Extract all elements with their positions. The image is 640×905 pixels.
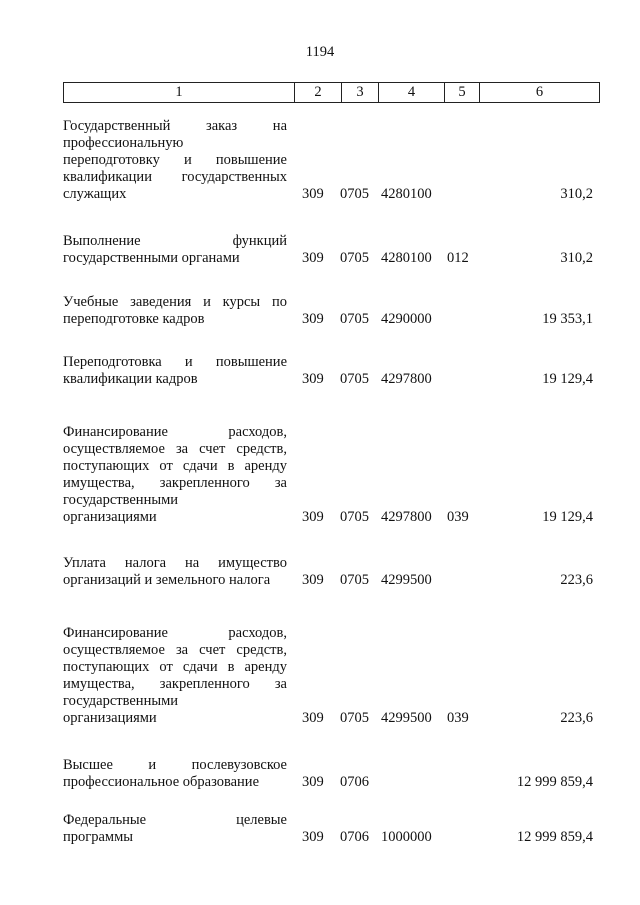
- description-line: Уплата налога на имущество: [63, 555, 287, 571]
- cell-c3: 0705: [340, 186, 369, 202]
- table-header: 1 2 3 4 5 6: [63, 82, 600, 103]
- description-line: поступающих от сдачи в аренду: [63, 458, 287, 474]
- row-description: Переподготовка и повышение квалификации к…: [63, 354, 287, 388]
- cell-c2: 309: [302, 774, 324, 790]
- description-line: Федеральные целевые: [63, 812, 287, 828]
- cell-c3: 0705: [340, 311, 369, 327]
- header-col-2: 2: [295, 83, 342, 102]
- row-description: Учебные заведения и курсы по переподготов…: [63, 294, 287, 328]
- description-line: государственными: [63, 693, 179, 709]
- page-number: 1194: [305, 44, 335, 60]
- cell-c3: 0705: [340, 250, 369, 266]
- description-line: поступающих от сдачи в аренду: [63, 659, 287, 675]
- table-row: Переподготовка и повышение квалификации к…: [63, 354, 603, 388]
- cell-c4: 4297800: [381, 509, 432, 525]
- row-description: Финансирование расходов, осуществляемое з…: [63, 424, 287, 526]
- table-row: Учебные заведения и курсы по переподготов…: [63, 294, 603, 328]
- header-col-1: 1: [64, 83, 295, 102]
- cell-c4: 4299500: [381, 572, 432, 588]
- description-line: Финансирование расходов,: [63, 625, 287, 641]
- cell-c5: 012: [447, 250, 469, 266]
- description-line: организациями: [63, 710, 157, 726]
- cell-c6: 12 999 859,4: [516, 829, 593, 845]
- cell-c2: 309: [302, 829, 324, 845]
- cell-c2: 309: [302, 572, 324, 588]
- cell-c3: 0705: [340, 572, 369, 588]
- description-line: имущества, закрепленного за: [63, 676, 287, 692]
- description-line: Государственный заказ на: [63, 118, 287, 134]
- cell-c4: 1000000: [381, 829, 432, 845]
- cell-c4: 4299500: [381, 710, 432, 726]
- description-line: Выполнение функций: [63, 233, 287, 249]
- table-row: Федеральные целевые программы 309 0706 10000…: [63, 812, 603, 846]
- cell-c6: 223,6: [560, 710, 593, 726]
- row-description: Государственный заказ на профессиональную…: [63, 118, 287, 203]
- cell-c2: 309: [302, 371, 324, 387]
- cell-c6: 223,6: [560, 572, 593, 588]
- cell-c3: 0706: [340, 829, 369, 845]
- description-line: переподготовку и повышение: [63, 152, 287, 168]
- cell-c4: 4290000: [381, 311, 432, 327]
- cell-c6: 310,2: [560, 186, 593, 202]
- cell-c6: 19 129,4: [542, 509, 593, 525]
- cell-c2: 309: [302, 186, 324, 202]
- header-col-6: 6: [535, 84, 544, 100]
- cell-c4: 4280100: [381, 250, 432, 266]
- description-line: Финансирование расходов,: [63, 424, 287, 440]
- description-line: осуществляемое за счет средств,: [63, 441, 287, 457]
- description-line: Высшее и послевузовское: [63, 757, 287, 773]
- description-line: Учебные заведения и курсы по: [63, 294, 287, 310]
- cell-c4: 4280100: [381, 186, 432, 202]
- cell-c3: 0706: [340, 774, 369, 790]
- description-line: государственными: [63, 492, 179, 508]
- cell-c6: 19 353,1: [542, 311, 593, 327]
- cell-c2: 309: [302, 250, 324, 266]
- description-line: квалификации государственных: [63, 169, 287, 185]
- cell-c3: 0705: [340, 371, 369, 387]
- cell-c4: 4297800: [381, 371, 432, 387]
- description-line: профессиональную: [63, 135, 184, 151]
- cell-c2: 309: [302, 509, 324, 525]
- table-row: Высшее и послевузовское профессиональное …: [63, 757, 603, 791]
- cell-c5: 039: [447, 509, 469, 525]
- table-row: Государственный заказ на профессиональную…: [63, 118, 603, 203]
- description-line: Переподготовка и повышение: [63, 354, 287, 370]
- row-description: Федеральные целевые программы: [63, 812, 287, 846]
- description-line: организаций и земельного налога: [63, 572, 271, 588]
- cell-c3: 0705: [340, 710, 369, 726]
- description-line: осуществляемое за счет средств,: [63, 642, 287, 658]
- cell-c6: 12 999 859,4: [516, 774, 593, 790]
- header-col-4: 4: [379, 83, 445, 102]
- row-description: Выполнение функций государственными орган…: [63, 233, 287, 267]
- cell-c2: 309: [302, 710, 324, 726]
- description-line: государственными органами: [63, 250, 240, 266]
- description-line: квалификации кадров: [63, 371, 198, 387]
- header-col-5: 5: [445, 83, 480, 102]
- table-row: Финансирование расходов, осуществляемое з…: [63, 625, 603, 727]
- table-row: Финансирование расходов, осуществляемое з…: [63, 424, 603, 526]
- description-line: организациями: [63, 509, 157, 525]
- cell-c5: 039: [447, 710, 469, 726]
- cell-c2: 309: [302, 311, 324, 327]
- row-description: Уплата налога на имущество организаций и …: [63, 555, 287, 589]
- row-description: Финансирование расходов, осуществляемое з…: [63, 625, 287, 727]
- description-line: служащих: [63, 186, 127, 202]
- description-line: переподготовке кадров: [63, 311, 205, 327]
- row-description: Высшее и послевузовское профессиональное …: [63, 757, 287, 791]
- table-row: Уплата налога на имущество организаций и …: [63, 555, 603, 589]
- header-col-3: 3: [342, 83, 379, 102]
- cell-c6: 310,2: [560, 250, 593, 266]
- description-line: программы: [63, 829, 133, 845]
- description-line: имущества, закрепленного за: [63, 475, 287, 491]
- cell-c3: 0705: [340, 509, 369, 525]
- description-line: профессиональное образование: [63, 774, 260, 790]
- table-row: Выполнение функций государственными орган…: [63, 233, 603, 267]
- cell-c6: 19 129,4: [542, 371, 593, 387]
